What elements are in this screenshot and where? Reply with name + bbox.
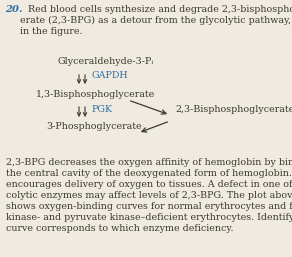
Text: 3-Phosphoglycerate: 3-Phosphoglycerate: [46, 122, 142, 131]
Text: erate (2,3-BPG) as a detour from the glycolytic pathway, as shown: erate (2,3-BPG) as a detour from the gly…: [20, 16, 292, 25]
Text: GAPDH: GAPDH: [91, 70, 128, 79]
Text: the central cavity of the deoxygenated form of hemoglobin. This: the central cavity of the deoxygenated f…: [6, 169, 292, 178]
Text: shows oxygen-binding curves for normal erythrocytes and for hexo-: shows oxygen-binding curves for normal e…: [6, 202, 292, 211]
Text: Red blood cells synthesize and degrade 2,3-bisphosphoglyc-: Red blood cells synthesize and degrade 2…: [22, 5, 292, 14]
Text: 1,3-Bisphosphoglycerate: 1,3-Bisphosphoglycerate: [36, 90, 155, 99]
Text: colytic enzymes may affect levels of 2,3-BPG. The plot above right: colytic enzymes may affect levels of 2,3…: [6, 191, 292, 200]
Text: 2,3-BPG decreases the oxygen affinity of hemoglobin by binding in: 2,3-BPG decreases the oxygen affinity of…: [6, 158, 292, 167]
Text: kinase- and pyruvate kinase–deficient erythrocytes. Identify which: kinase- and pyruvate kinase–deficient er…: [6, 213, 292, 222]
Text: in the figure.: in the figure.: [20, 27, 83, 36]
Text: 2,3-Bisphosphoglycerate: 2,3-Bisphosphoglycerate: [175, 106, 292, 115]
Text: 20.: 20.: [5, 5, 22, 14]
Text: PGK: PGK: [91, 105, 112, 114]
Text: Glyceraldehyde-3-Pᵢ: Glyceraldehyde-3-Pᵢ: [58, 57, 154, 66]
Text: encourages delivery of oxygen to tissues. A defect in one of the gly-: encourages delivery of oxygen to tissues…: [6, 180, 292, 189]
Text: curve corresponds to which enzyme deficiency.: curve corresponds to which enzyme defici…: [6, 224, 234, 233]
